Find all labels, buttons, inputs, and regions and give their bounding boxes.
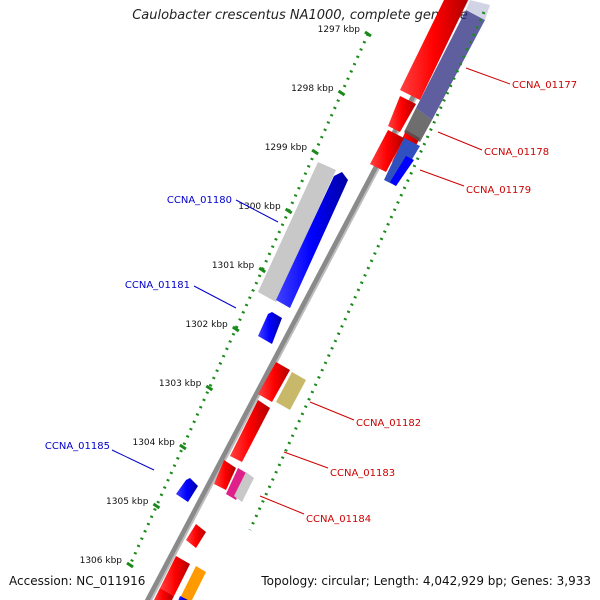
tick-label: 1301 kbp — [212, 261, 255, 271]
tick-label: 1298 kbp — [291, 84, 334, 94]
leader-line — [437, 131, 483, 151]
gene-label: CCNA_01181 — [125, 280, 190, 291]
gene-CCNA_01178 — [388, 96, 416, 132]
gene-label: CCNA_01179 — [466, 185, 531, 196]
gene-label: CCNA_01183 — [330, 468, 395, 479]
gene-label: CCNA_01182 — [356, 418, 421, 429]
tick-label: 1302 kbp — [185, 320, 228, 330]
gene-CCNA_01179-blue2 — [390, 156, 414, 186]
tick-mark — [364, 30, 372, 38]
tick-mark — [337, 89, 346, 97]
inner-dot-track — [248, 11, 486, 531]
tick-label: 1299 kbp — [265, 143, 308, 153]
gene-CCNA_01177 — [400, 0, 468, 100]
tick-mark — [231, 325, 240, 333]
gene-labels: CCNA_01177 CCNA_01178 CCNA_01179 CCNA_01180… — [45, 67, 577, 525]
gene-label: CCNA_01178 — [484, 147, 549, 158]
leader-line — [193, 285, 237, 309]
tick-label: 1297 kbp — [318, 25, 361, 35]
gene-CCNA_01180 — [276, 172, 348, 308]
gene-CCNA_01179-blue — [384, 138, 420, 186]
tick-labels: 1297 kbp 1298 kbp 1299 kbp 1300 kbp 1301 kbp… — [80, 25, 372, 569]
tick-label: 1300 kbp — [238, 202, 281, 212]
summary-text: Topology: circular; Length: 4,042,929 bp… — [261, 574, 591, 588]
leader-line — [283, 451, 329, 469]
gene-lower-5 — [178, 596, 188, 600]
gene-label: CCNA_01177 — [512, 80, 577, 91]
tick-mark — [284, 207, 293, 215]
gene-CCNA_01182 — [258, 362, 290, 402]
gene-lower-3 — [180, 566, 206, 600]
gene-CCNA_01180-gc — [258, 162, 336, 302]
tick-mark — [311, 148, 319, 156]
tick-label: 1303 kbp — [159, 379, 202, 389]
gene-lower-1 — [186, 524, 206, 548]
tick-mark — [205, 384, 214, 392]
gene-label: CCNA_01184 — [306, 514, 371, 525]
gene-label: CCNA_01185 — [45, 441, 110, 452]
leader-line — [259, 495, 305, 515]
gene-CCNA_01181 — [258, 312, 282, 344]
tick-label: 1305 kbp — [106, 497, 149, 507]
leader-line — [235, 199, 279, 223]
leader-line — [419, 169, 465, 187]
outer-dot-track — [128, 33, 370, 566]
gene-CCNA_01184-grey — [234, 472, 254, 502]
gene-CCNA_01184 — [226, 468, 248, 500]
gene-features — [154, 0, 490, 600]
leader-line — [465, 67, 511, 85]
gene-CCNA_01178-grey — [404, 108, 432, 142]
gene-CCNA_01179 — [370, 130, 404, 172]
gene-label: CCNA_01180 — [167, 195, 232, 206]
gene-lower-4 — [154, 588, 174, 600]
accession-text: Accession: NC_011916 — [9, 574, 146, 588]
tick-label: 1306 kbp — [80, 556, 123, 566]
gene-CCNA_01182-olive — [276, 372, 306, 410]
leader-line — [111, 449, 155, 471]
leader-line — [309, 401, 355, 421]
gene-CCNA_01185 — [176, 478, 198, 502]
tick-mark — [258, 266, 267, 274]
tick-label: 1304 kbp — [132, 438, 175, 448]
gene-CCNA_01183 — [230, 400, 270, 462]
tick-mark — [152, 502, 161, 510]
gene-CCNA_01177-grey — [466, 0, 490, 20]
tick-mark — [126, 561, 134, 569]
gene-lower-2 — [160, 556, 190, 596]
tick-dot-tracks — [128, 11, 486, 566]
map-title: Caulobacter crescentus NA1000, complete … — [132, 8, 468, 23]
gene-CCNA_01183-part — [214, 460, 236, 490]
gene-CCNA_01177-overlay — [416, 10, 485, 120]
tick-mark — [179, 443, 187, 451]
